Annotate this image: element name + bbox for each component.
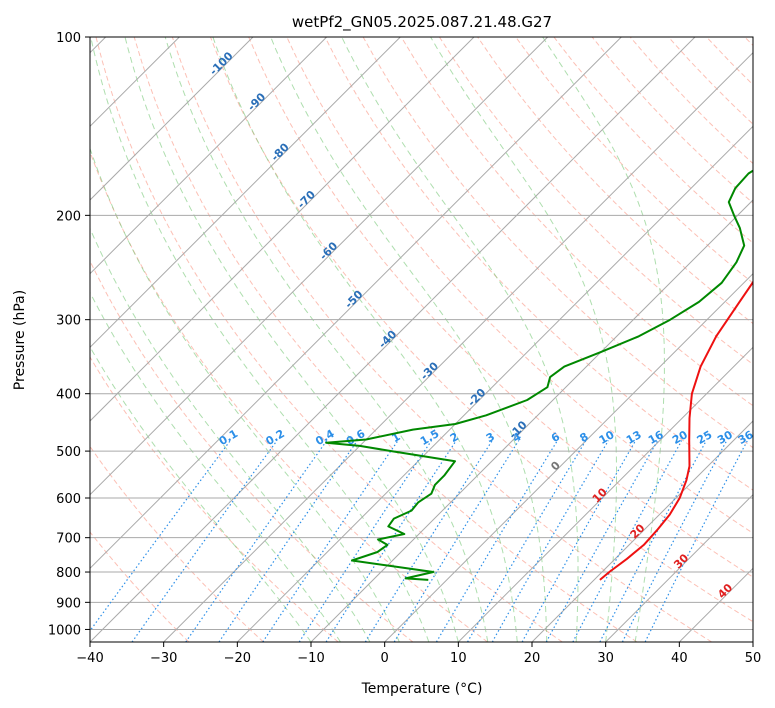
isotherm <box>90 37 622 570</box>
axis-ticks: −40 −30 −20 −10 0 10 20 30 40 50 100 200 300 400 500 60… <box>48 31 761 666</box>
x-tick-label: 50 <box>745 651 762 666</box>
y-tick-label: 300 <box>56 314 81 329</box>
background-lines <box>90 37 753 642</box>
dry-adiabat <box>324 37 753 491</box>
isotherm <box>90 37 475 422</box>
moist-adiabat <box>90 37 430 642</box>
x-axis-label: Temperature (°C) <box>361 681 483 697</box>
x-tick-label: 10 <box>450 651 467 666</box>
moist-adiabat <box>270 37 548 642</box>
dry-adiabat <box>400 37 753 407</box>
mixing-ratio-line <box>364 440 493 642</box>
isotherm <box>531 420 753 642</box>
isotherm <box>90 37 254 201</box>
x-tick-label: −40 <box>76 651 103 666</box>
y-tick-label: 500 <box>56 445 81 460</box>
temperature-line <box>599 280 753 581</box>
mixing-ratio-line <box>90 440 231 632</box>
mixing-ratio-line <box>545 440 659 642</box>
x-tick-label: 40 <box>671 651 688 666</box>
dry-adiabat <box>248 37 753 578</box>
chart-title: wetPf2_GN05.2025.087.21.48.G27 <box>292 13 552 32</box>
y-tick-label: 1000 <box>48 623 81 638</box>
dry-adiabat <box>171 37 712 642</box>
mixing-ratio-line <box>218 440 358 642</box>
isotherm <box>310 199 753 642</box>
y-tick-label: 100 <box>56 31 81 46</box>
isotherm <box>90 37 401 349</box>
dry-adiabat <box>90 150 488 642</box>
mixing-ratio-line <box>393 440 520 642</box>
y-tick-label: 200 <box>56 209 81 224</box>
x-tick-label: −20 <box>224 651 251 666</box>
dry-adiabat <box>90 356 339 642</box>
dry-adiabat <box>90 445 264 642</box>
isotherm <box>163 51 753 642</box>
mixing-ratio-line <box>466 440 587 642</box>
mixing-ratio-label: 36 <box>736 428 756 447</box>
y-axis-label: Pressure (hPa) <box>12 290 28 390</box>
dry-adiabat <box>90 531 190 642</box>
mixing-ratio-line <box>262 440 399 642</box>
moist-adiabat <box>124 37 459 642</box>
y-tick-label: 700 <box>56 532 81 547</box>
isotherm <box>236 125 753 642</box>
mixing-ratio-line <box>325 440 457 642</box>
moist-adiabat <box>90 291 341 642</box>
dry-adiabat <box>438 37 753 366</box>
mixing-ratio-line <box>572 440 683 642</box>
isotherm <box>457 346 753 642</box>
dry-adiabat <box>210 37 753 623</box>
mixing-ratio-line <box>644 440 748 642</box>
isotherm <box>90 37 328 275</box>
x-tick-label: −10 <box>297 651 324 666</box>
x-tick-label: 20 <box>524 651 541 666</box>
moist-adiabat <box>341 37 579 642</box>
isotherm <box>90 37 696 642</box>
isotherm <box>90 37 549 496</box>
dry-adiabat <box>515 37 753 284</box>
isotherm <box>384 272 753 642</box>
moist-adiabat <box>430 37 617 642</box>
mixing-ratio-line <box>185 440 328 642</box>
y-tick-label: 900 <box>56 596 81 611</box>
moist-adiabat <box>90 227 371 642</box>
y-tick-label: 400 <box>56 388 81 403</box>
moist-adiabat <box>212 37 518 642</box>
x-tick-label: 30 <box>597 651 614 666</box>
isotherm <box>605 493 753 642</box>
x-tick-label: 0 <box>381 651 389 666</box>
x-tick-label: −30 <box>150 651 177 666</box>
y-tick-label: 800 <box>56 566 81 581</box>
dry-adiabat <box>133 37 638 642</box>
mixing-ratio-line <box>435 440 558 642</box>
moist-adiabat <box>542 37 665 642</box>
y-tick-label: 600 <box>56 492 81 507</box>
plot-frame <box>89 36 754 643</box>
dry-adiabat <box>95 37 563 642</box>
mixing-ratio-line <box>521 440 637 642</box>
mixing-ratio-line <box>131 440 278 642</box>
